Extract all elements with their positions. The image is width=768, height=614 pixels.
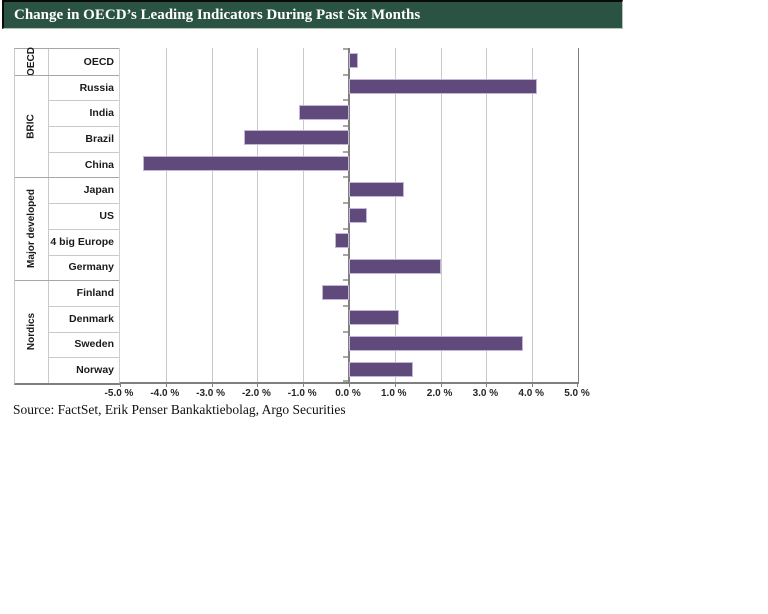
bar-germany (349, 258, 441, 274)
category-label-4-big-europe: 4 big Europe (50, 235, 114, 248)
bar-sweden (349, 335, 524, 351)
category-label-finland: Finland (76, 287, 114, 300)
row-separator-line (48, 255, 120, 256)
chart-title-bar: Change in OECD’s Leading Indicators Duri… (2, 0, 623, 29)
value-axis-label: 1.0 % (381, 388, 407, 399)
value-axis-tick (257, 384, 259, 387)
bar-finland (321, 284, 349, 300)
category-label-germany: Germany (68, 261, 114, 274)
bar-russia (349, 79, 537, 95)
bar-chart: OECD Russia India Brazil China Japan US 4 big E… (14, 47, 590, 402)
category-axis-tick (343, 99, 348, 101)
category-axis-tick (343, 279, 348, 281)
group-label-text: OECD (26, 47, 37, 77)
category-label-russia: Russia (79, 81, 114, 94)
bar-japan (349, 181, 404, 197)
category-axis-tick (343, 176, 348, 178)
row-separator-line (48, 126, 120, 127)
row-separator-line (48, 100, 120, 101)
row-separator-line (48, 229, 120, 230)
value-axis-label: -4.0 % (150, 388, 180, 399)
group-label-bric: BRIC (15, 75, 48, 178)
gridline (211, 48, 213, 382)
value-axis-label: 5.0 % (564, 388, 590, 399)
row-separator-line (48, 306, 120, 307)
group-label-text: Nordics (26, 312, 38, 351)
category-axis-tick (343, 74, 348, 76)
category-axis-tick (343, 48, 348, 50)
bar-denmark (349, 310, 400, 326)
gridline (486, 48, 488, 382)
source-note: Source: FactSet, Erik Penser Bankaktiebo… (13, 402, 346, 417)
value-axis-label: 2.0 % (426, 388, 453, 399)
row-separator-line (48, 357, 120, 358)
bar-4-big-europe (335, 233, 349, 249)
category-label-us: US (99, 209, 114, 222)
label-column-divider (48, 49, 49, 383)
value-axis-labels: -5.0 % -4.0 % -3.0 % -2.0 % -1.0 % 0.0 % 1.0 %… (105, 388, 590, 402)
value-axis-tick (486, 384, 488, 387)
category-axis-tick (343, 202, 348, 204)
value-axis-label: -1.0 % (287, 388, 317, 399)
value-axis-label: 0.0 % (335, 388, 361, 399)
category-label-india: India (89, 107, 114, 120)
plot-area (119, 48, 579, 387)
value-axis-label: -2.0 % (241, 388, 271, 399)
category-label-oecd: OECD (83, 55, 114, 68)
category-axis-tick (343, 380, 348, 382)
bar-us (349, 207, 368, 223)
category-axis-tick (343, 356, 348, 358)
chart-title: Change in OECD’s Leading Indicators Duri… (14, 7, 421, 23)
category-label-denmark: Denmark (69, 312, 114, 325)
group-label-oecd: OECD (15, 47, 48, 77)
gridline (394, 48, 396, 382)
category-label-brazil: Brazil (85, 132, 114, 145)
bar-china (142, 156, 349, 172)
bar-oecd (349, 53, 359, 69)
value-axis-tick (532, 384, 534, 387)
category-label-china: China (84, 158, 114, 171)
gridline (257, 48, 259, 382)
value-axis-tick (120, 384, 121, 387)
bar-norway (349, 361, 414, 377)
value-axis-tick (211, 384, 213, 387)
gridline (440, 48, 442, 382)
group-label-text: BRIC (25, 113, 37, 139)
value-axis-label: 3.0 % (472, 388, 499, 399)
group-boundary-line (15, 280, 120, 282)
category-axis-tick (343, 305, 348, 307)
category-axis-tick (343, 151, 348, 153)
value-axis-label: -3.0 % (196, 388, 226, 399)
value-axis-tick (349, 384, 350, 387)
group-label-text: Major developed (26, 189, 37, 269)
value-axis-tick (394, 384, 396, 387)
category-label-norway: Norway (76, 364, 114, 377)
bar-india (298, 104, 349, 120)
value-axis-tick (303, 384, 305, 387)
group-boundary-line (15, 177, 120, 179)
group-label-nordics: Nordics (15, 280, 48, 383)
category-label-sweden: Sweden (74, 338, 114, 351)
row-separator-line (48, 152, 120, 153)
bar-brazil (243, 130, 349, 146)
value-axis-tick (440, 384, 442, 387)
category-axis-tick (343, 331, 348, 333)
category-axis-tick (343, 125, 348, 127)
category-axis-tick (343, 254, 348, 256)
category-axis-tick (343, 228, 348, 230)
group-label-major-developed: Major developed (15, 177, 48, 280)
row-separator-line (48, 203, 120, 204)
category-axis-labels: OECD Russia India Brazil China Japan US 4 big E… (14, 47, 120, 385)
gridline (165, 48, 167, 382)
category-label-japan: Japan (83, 184, 114, 197)
group-boundary-line (15, 74, 120, 76)
gridline (303, 48, 305, 382)
gridline (532, 48, 534, 382)
value-axis-tick (577, 384, 578, 387)
value-axis-tick (165, 384, 167, 387)
value-axis-label: -5.0 % (104, 388, 134, 399)
value-axis-label: 4.0 % (518, 388, 544, 399)
row-separator-line (48, 332, 120, 333)
